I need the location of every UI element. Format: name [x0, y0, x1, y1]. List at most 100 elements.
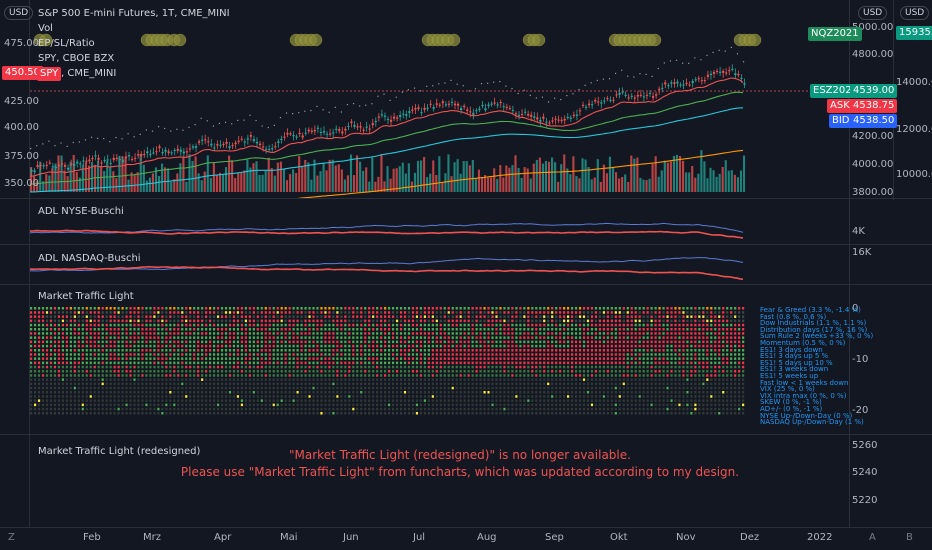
- mtl-dot: [209, 340, 212, 344]
- mtl-dot: [578, 340, 582, 344]
- mtl-dot: [666, 323, 669, 327]
- mtl-dot: [364, 382, 367, 386]
- mtl-dot: [658, 323, 661, 327]
- mtl-dot: [149, 323, 152, 327]
- mtl-dot: [260, 349, 263, 352]
- mtl-dot: [141, 374, 144, 377]
- volume-bar: [736, 177, 739, 192]
- mtl-dot: [312, 323, 315, 327]
- mtl-dot: [574, 336, 578, 339]
- mtl-dot: [535, 395, 538, 398]
- mtl-dot: [320, 399, 323, 402]
- mtl-dot: [264, 323, 267, 327]
- candle-body: [261, 146, 265, 148]
- mtl-dot: [65, 319, 68, 323]
- mtl-dot: [399, 365, 403, 369]
- market-traffic-light-grid[interactable]: [30, 285, 760, 434]
- mtl-dot: [316, 353, 319, 356]
- mtl-dot: [137, 340, 140, 344]
- volume-bar: [142, 164, 145, 192]
- mtl-dot: [220, 365, 224, 369]
- mtl-dot: [209, 370, 212, 373]
- mtl-dot: [415, 340, 419, 344]
- pane-divider[interactable]: [0, 198, 932, 199]
- candle-body: [88, 159, 91, 162]
- mtl-dot: [300, 340, 303, 344]
- mtl-dot: [415, 315, 419, 318]
- candle-body: [219, 144, 222, 146]
- pane-divider[interactable]: [0, 244, 932, 245]
- mtl-dot: [630, 344, 633, 348]
- mtl-dot: [185, 336, 188, 339]
- adl-nasdaq-canvas[interactable]: [30, 245, 849, 284]
- ep-dot: [66, 145, 68, 147]
- mtl-dot: [531, 319, 534, 323]
- mtl-dot: [503, 374, 506, 377]
- mtl-dot: [395, 361, 399, 365]
- mtl-dot: [81, 399, 84, 402]
- mtl-dot: [638, 349, 641, 352]
- mtl-dot: [475, 307, 478, 310]
- mtl-dot: [248, 378, 251, 381]
- mtl-dot: [201, 374, 204, 377]
- mtl-dot: [503, 365, 506, 369]
- mtl-dot: [630, 382, 633, 386]
- mtl-dot: [240, 386, 244, 390]
- mtl-dot: [356, 307, 359, 310]
- mtl-dot: [77, 307, 80, 310]
- mtl-dot: [372, 395, 375, 398]
- mtl-dot: [455, 323, 458, 327]
- mtl-dot: [634, 365, 637, 369]
- mtl-dot: [531, 349, 534, 352]
- mtl-dot: [125, 315, 128, 318]
- mtl-dot: [523, 340, 526, 344]
- mtl-dot: [722, 344, 725, 348]
- mtl-dot: [125, 349, 128, 352]
- mtl-dot: [431, 386, 434, 390]
- mtl-dot: [185, 395, 188, 398]
- candle-body: [435, 103, 438, 105]
- mtl-dot: [610, 353, 613, 356]
- mtl-dot: [463, 336, 466, 339]
- volume-bar: [599, 181, 602, 192]
- mtl-dot: [364, 361, 367, 365]
- mtl-dot: [563, 311, 566, 314]
- mtl-dot: [463, 311, 466, 314]
- mtl-dot: [65, 344, 68, 348]
- mtl-dot: [678, 382, 681, 386]
- price-chart-canvas[interactable]: [30, 0, 849, 198]
- mtl-dot: [459, 399, 462, 402]
- pane-divider[interactable]: [0, 434, 932, 435]
- mtl-dot: [264, 353, 267, 356]
- mtl-dot: [209, 344, 212, 348]
- mtl-dot: [177, 344, 180, 348]
- mtl-dot: [598, 382, 602, 386]
- volume-bar: [505, 165, 508, 192]
- mtl-dot: [662, 319, 665, 323]
- mtl-dot: [407, 307, 411, 310]
- mtl-dot: [380, 357, 383, 360]
- ep-dot: [292, 112, 294, 115]
- mtl-dot: [145, 353, 148, 356]
- adl-nyse-canvas[interactable]: [30, 199, 849, 244]
- mtl-dot: [189, 395, 192, 398]
- mtl-dot: [638, 391, 641, 394]
- mtl-dot: [280, 357, 283, 360]
- mtl-dot: [674, 315, 677, 318]
- mtl-dot: [236, 399, 240, 402]
- mtl-dot: [236, 311, 240, 314]
- mtl-dot: [97, 332, 100, 335]
- mtl-dot: [268, 395, 271, 398]
- candle-body: [368, 128, 371, 130]
- mtl-dot: [368, 353, 371, 356]
- mtl-dot: [543, 344, 546, 348]
- mtl-dot: [451, 361, 454, 365]
- mtl-dot: [97, 386, 100, 390]
- volume-bar: [252, 163, 255, 192]
- mtl-dot: [714, 307, 717, 310]
- mtl-dot: [113, 315, 116, 318]
- mtl-dot: [467, 361, 470, 365]
- mtl-dot: [411, 378, 415, 381]
- pane-divider[interactable]: [0, 284, 932, 285]
- mtl-dot: [547, 328, 550, 331]
